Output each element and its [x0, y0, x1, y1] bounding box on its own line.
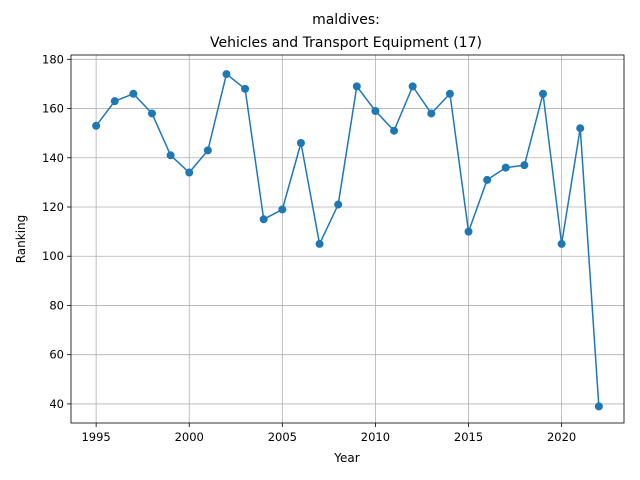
x-ticks: 1995 2000 2005 2010 2015 2020 — [81, 423, 576, 444]
x-axis-label: Year — [333, 451, 359, 465]
x-tick-label: 2000 — [175, 430, 204, 444]
y-tick-label: 140 — [42, 151, 64, 165]
x-tick-label: 2005 — [268, 430, 297, 444]
data-point — [110, 97, 119, 106]
data-point — [408, 82, 417, 91]
data-point — [92, 121, 101, 130]
chart-title-line2: Vehicles and Transport Equipment (17) — [210, 35, 482, 51]
series-layer — [92, 70, 603, 411]
y-tick-label: 180 — [42, 52, 64, 66]
data-point — [520, 161, 529, 170]
data-point — [203, 146, 212, 155]
y-ticks: 40 60 80 100 120 140 160 180 — [42, 52, 71, 411]
data-point — [315, 239, 324, 248]
data-point — [278, 205, 287, 214]
data-point — [259, 215, 268, 224]
data-point — [557, 239, 566, 248]
data-point — [539, 89, 548, 98]
data-point — [483, 175, 492, 184]
data-point — [427, 109, 436, 118]
y-tick-label: 40 — [49, 397, 64, 411]
data-point — [464, 227, 473, 236]
data-point — [241, 84, 250, 93]
data-point — [296, 139, 305, 147]
y-tick-label: 100 — [42, 249, 64, 263]
chart-title-line1: maldives: — [312, 12, 380, 28]
data-point — [501, 163, 510, 172]
data-point — [445, 89, 454, 98]
data-point — [576, 124, 585, 133]
y-tick-label: 120 — [42, 200, 64, 214]
y-axis-label: Ranking — [14, 215, 28, 264]
data-point — [166, 151, 175, 160]
y-tick-label: 60 — [49, 348, 64, 362]
x-tick-label: 2020 — [547, 430, 576, 444]
data-point — [129, 89, 138, 98]
series-line — [95, 72, 600, 407]
data-point — [185, 168, 194, 177]
data-point — [147, 109, 156, 118]
x-tick-label: 2010 — [361, 430, 390, 444]
y-tick-label: 160 — [42, 102, 64, 116]
y-tick-label: 80 — [49, 298, 64, 312]
data-point — [222, 70, 231, 79]
plot-frame — [70, 54, 625, 424]
x-tick-label: 1995 — [81, 430, 110, 444]
data-point — [352, 82, 361, 91]
data-point — [371, 107, 380, 115]
data-point — [594, 402, 603, 411]
x-tick-label: 2015 — [454, 430, 483, 444]
data-point — [334, 200, 343, 209]
data-point — [390, 126, 399, 135]
